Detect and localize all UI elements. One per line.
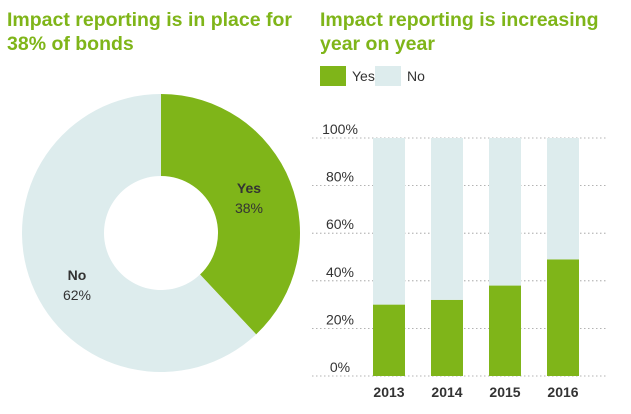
x-tick-label-2013: 2013 (373, 384, 404, 400)
donut-value-no: 62% (63, 287, 91, 303)
donut-slice-yes (161, 94, 300, 335)
bar-2015-yes (489, 285, 521, 376)
bar-chart-title: Impact reporting is increasing year on y… (320, 9, 599, 55)
x-tick-label-2016: 2016 (547, 384, 578, 400)
bar-2013-yes (373, 304, 405, 376)
donut-slice-no (21, 94, 257, 372)
x-tick-label-2014: 2014 (431, 384, 462, 400)
bar-2014-no (431, 138, 463, 300)
donut-chart-title: Impact reporting is in place for 38% of … (7, 9, 292, 55)
y-tick-label-0pct: 0% (330, 359, 350, 375)
legend-label-no: No (407, 68, 425, 84)
bar-2016-no (547, 138, 579, 260)
y-tick-label-60pct: 60% (326, 216, 354, 232)
y-tick-label-100pct: 100% (322, 121, 358, 137)
x-tick-label-2015: 2015 (489, 384, 520, 400)
bar-2015-no (489, 138, 521, 286)
bar-2016-yes (547, 259, 579, 376)
bar-2013-no (373, 138, 405, 305)
y-tick-label-20pct: 20% (326, 311, 354, 327)
bar-2014-yes (431, 299, 463, 376)
y-tick-label-80pct: 80% (326, 169, 354, 185)
y-tick-label-40pct: 40% (326, 264, 354, 280)
donut-value-yes: 38% (235, 200, 263, 216)
donut-label-yes: Yes (237, 180, 261, 196)
donut-label-no: No (68, 267, 87, 283)
legend-swatch-yes (320, 66, 346, 86)
legend-label-yes: Yes (352, 68, 375, 84)
legend-swatch-no (375, 66, 401, 86)
